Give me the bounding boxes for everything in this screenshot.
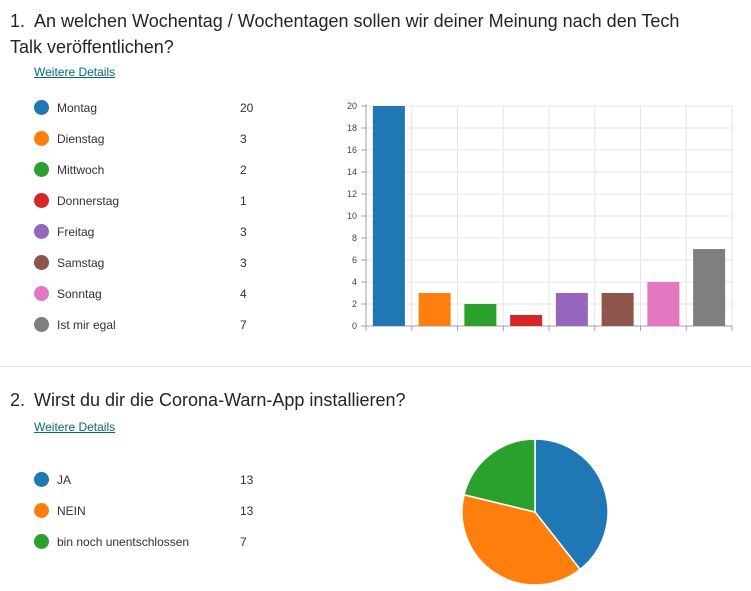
question-title: 1. An welchen Wochentag / Wochentagen sol… (10, 8, 710, 60)
question-1: 1. An welchen Wochentag / Wochentagen sol… (10, 8, 733, 340)
legend-item: NEIN 13 (34, 495, 264, 526)
bar-montag (372, 106, 405, 326)
legend-dot-icon (34, 223, 49, 239)
legend-dot-icon (34, 99, 49, 115)
legend-label: NEIN (57, 503, 86, 518)
legend-item: Donnerstag 1 (34, 185, 264, 216)
legend-label: Montag (57, 100, 98, 115)
section-divider (0, 366, 751, 367)
legend-count: 7 (240, 317, 247, 332)
y-tick-label: 18 (347, 123, 357, 133)
bar-mittwoch (464, 304, 497, 326)
bar-freitag (555, 293, 588, 326)
legend-item: Ist mir egal 7 (34, 309, 264, 340)
legend-label: JA (57, 472, 72, 487)
legend-dot-icon (34, 254, 49, 270)
legend-item: Montag 20 (34, 92, 264, 123)
bar-dienstag (418, 293, 451, 326)
y-tick-label: 20 (347, 101, 357, 111)
legend-count: 13 (240, 503, 254, 518)
legend-dot-icon (34, 471, 49, 487)
legend-dot-icon (34, 533, 49, 549)
more-details-link[interactable]: Weitere Details (34, 420, 116, 434)
legend-count: 3 (240, 255, 247, 270)
question-text: Wirst du dir die Corona-Warn-App install… (34, 390, 406, 410)
legend-count: 7 (240, 534, 247, 549)
y-tick-label: 0 (352, 321, 357, 331)
bar-donnerstag (510, 315, 543, 326)
legend-count: 3 (240, 131, 247, 146)
legend-count: 2 (240, 162, 247, 177)
y-tick-label: 14 (347, 167, 357, 177)
legend-count: 1 (240, 193, 247, 208)
y-tick-label: 2 (352, 299, 357, 309)
legend-dot-icon (34, 130, 49, 146)
y-tick-label: 10 (347, 211, 357, 221)
pie-chart (461, 438, 609, 586)
legend-count: 13 (240, 472, 254, 487)
legend-label: Donnerstag (57, 193, 120, 208)
legend-dot-icon (34, 316, 49, 332)
bar-chart: 0 2 4 6 8 10 12 14 16 18 20 (347, 101, 733, 331)
pie-slice-bin-noch-unentschlossen (463, 438, 536, 513)
legend: Montag 20 Dienstag 3 Mittwoch 2 Donnerst… (34, 92, 264, 340)
legend-item: Sonntag 4 (34, 278, 264, 309)
y-tick-label: 4 (352, 277, 357, 287)
bar-samstag (601, 293, 634, 326)
legend-dot-icon (34, 161, 49, 177)
legend-label: Ist mir egal (57, 317, 116, 332)
question-2: 2. Wirst du dir die Corona-Warn-App insta… (0, 367, 751, 591)
legend-dot-icon (34, 502, 49, 518)
legend-item: Mittwoch 2 (34, 154, 264, 185)
y-tick-label: 8 (352, 233, 357, 243)
legend-dot-icon (34, 192, 49, 208)
pie-slice-nein (461, 493, 582, 586)
legend-item: Samstag 3 (34, 247, 264, 278)
legend-item: JA 13 (34, 464, 264, 495)
legend-item: bin noch unentschlossen 7 (34, 526, 264, 557)
legend-label: Mittwoch (57, 162, 105, 177)
legend-label: Freitag (57, 224, 95, 239)
bar-ist-mir-egal (693, 249, 726, 326)
legend-label: Sonntag (57, 286, 102, 301)
y-tick-label: 6 (352, 255, 357, 265)
legend-label: Dienstag (57, 131, 105, 146)
y-tick-label: 16 (347, 145, 357, 155)
legend-count: 20 (240, 100, 254, 115)
question-title: 2. Wirst du dir die Corona-Warn-App insta… (10, 387, 710, 413)
question-number: 2. (10, 390, 26, 410)
bar-sonntag (647, 282, 680, 326)
legend-count: 3 (240, 224, 247, 239)
legend: JA 13 NEIN 13 bin noch unentschlossen 7 (34, 464, 264, 557)
question-text: An welchen Wochentag / Wochentagen solle… (10, 11, 680, 57)
legend-dot-icon (34, 285, 49, 301)
legend-label: bin noch unentschlossen (57, 534, 190, 549)
legend-count: 4 (240, 286, 247, 301)
question-number: 1. (10, 11, 26, 31)
legend-item: Dienstag 3 (34, 123, 264, 154)
pie-slice-ja (534, 438, 609, 571)
y-tick-label: 12 (347, 189, 357, 199)
legend-label: Samstag (57, 255, 105, 270)
legend-item: Freitag 3 (34, 216, 264, 247)
more-details-link[interactable]: Weitere Details (34, 65, 116, 79)
